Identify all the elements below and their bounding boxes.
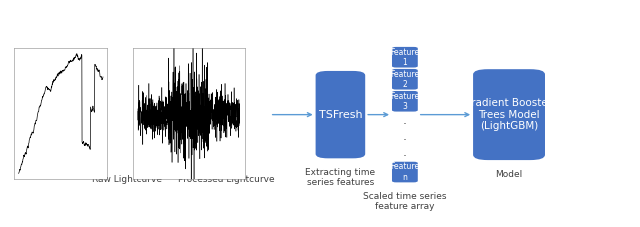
FancyBboxPatch shape [392, 91, 418, 112]
Text: .: . [403, 114, 407, 127]
FancyBboxPatch shape [392, 162, 418, 182]
Text: Extracting time
series features: Extracting time series features [305, 168, 376, 187]
Text: Processed Lightcurve: Processed Lightcurve [178, 175, 275, 184]
FancyBboxPatch shape [392, 47, 418, 67]
Text: Scaled time series
feature array: Scaled time series feature array [363, 192, 447, 211]
FancyBboxPatch shape [392, 69, 418, 90]
FancyBboxPatch shape [473, 69, 545, 160]
Text: Feature
3: Feature 3 [390, 91, 419, 111]
Text: Feature
n: Feature n [390, 162, 419, 182]
Text: Gradient Boosted
Trees Model
(LightGBM): Gradient Boosted Trees Model (LightGBM) [463, 98, 555, 131]
Text: Feature
1: Feature 1 [390, 47, 419, 67]
Text: Raw Lightcurve: Raw Lightcurve [92, 175, 162, 184]
Text: Model: Model [495, 170, 523, 179]
Text: .: . [403, 146, 407, 159]
FancyBboxPatch shape [316, 71, 365, 158]
Text: .: . [403, 130, 407, 143]
Text: Feature
2: Feature 2 [390, 69, 419, 89]
Text: TSFresh: TSFresh [319, 110, 362, 120]
